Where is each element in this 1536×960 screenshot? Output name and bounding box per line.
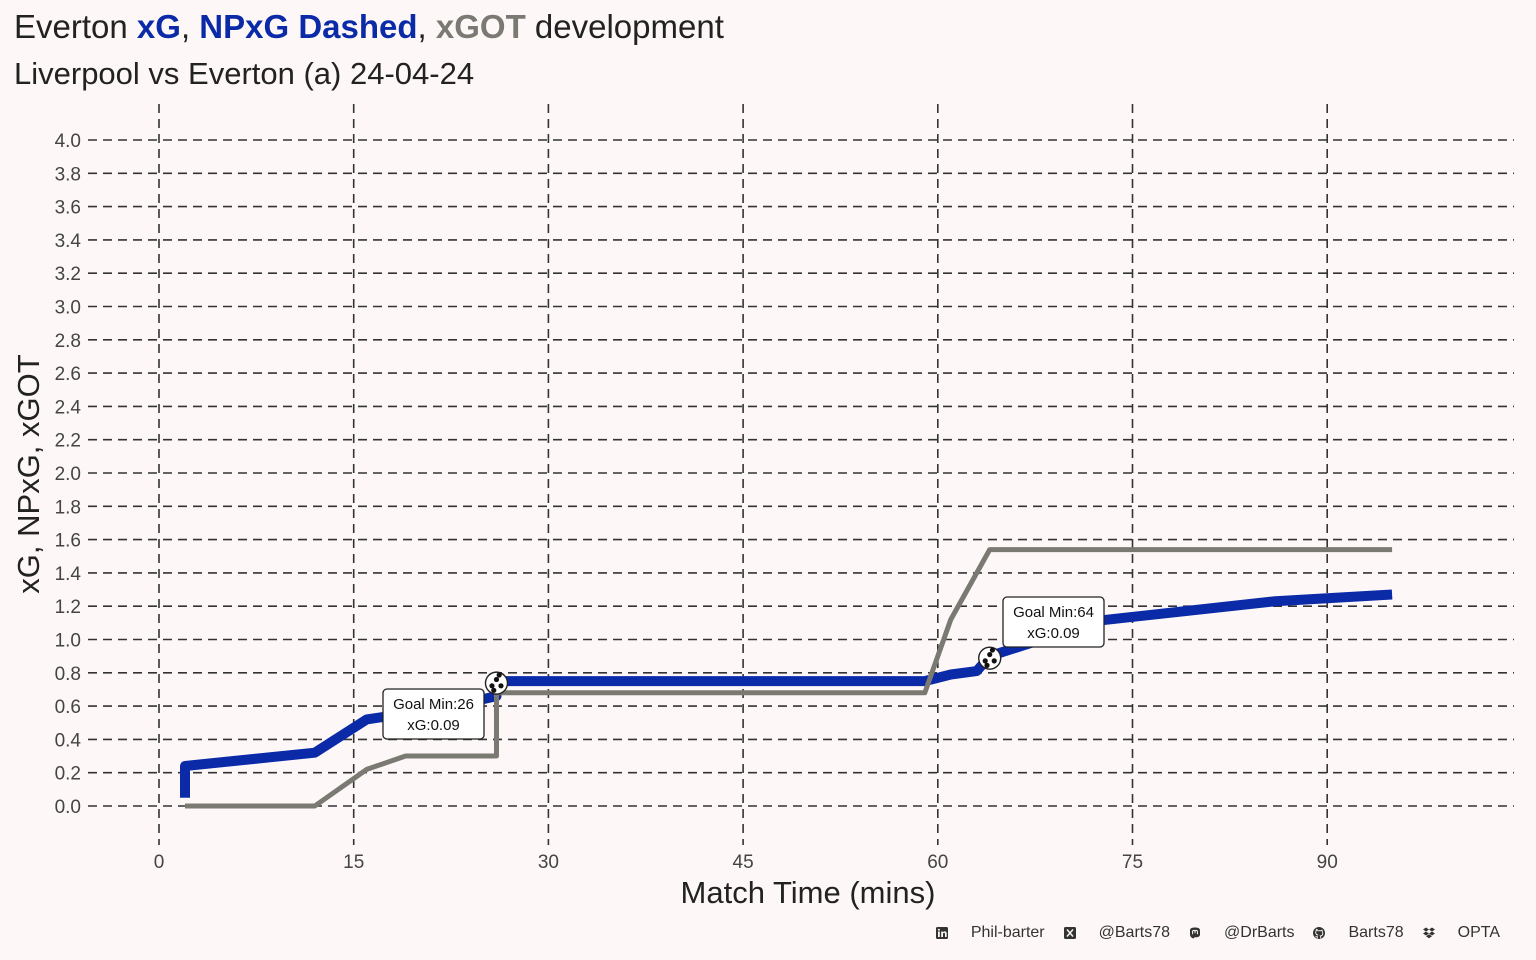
football-patch <box>498 683 504 689</box>
x-tick-label: 60 <box>927 852 948 873</box>
github-icon <box>1313 927 1326 939</box>
footer-opta-text: OPTA <box>1457 924 1500 941</box>
y-tick-label: 0.4 <box>55 730 82 751</box>
chart-subtitle: Liverpool vs Everton (a) 24-04-24 <box>14 56 475 91</box>
football-patch <box>496 672 502 678</box>
y-tick-label: 2.6 <box>55 364 81 385</box>
title-npxg: NPxG Dashed <box>199 8 418 45</box>
title-xgot: xGOT <box>435 8 526 45</box>
goal-annotation-line-2: xG:0.09 <box>1027 625 1080 642</box>
y-tick-label: 1.4 <box>55 564 82 585</box>
footer-mastodon-text: @DrBarts <box>1224 924 1295 941</box>
x-axis-label: Match Time (mins) <box>681 875 936 910</box>
footer-item-dropbox[interactable]: OPTA <box>1404 924 1500 942</box>
football-patch <box>493 676 500 683</box>
football-icon <box>484 671 509 695</box>
y-tick-label: 2.8 <box>55 331 81 352</box>
x-tick-label: 90 <box>1317 852 1338 873</box>
y-tick-label: 1.0 <box>55 631 81 652</box>
y-axis-label: xG, NPxG, xGOT <box>11 354 46 593</box>
y-tick-label: 1.8 <box>55 497 81 518</box>
y-tick-label: 3.0 <box>55 298 81 319</box>
title-suffix: development <box>525 8 724 45</box>
chart-title: Everton xG, NPxG Dashed, xGOT developmen… <box>14 8 724 46</box>
x-twitter-icon <box>1063 927 1076 939</box>
title-xg: xG <box>136 8 181 45</box>
footer-linkedin-text: Phil-barter <box>970 924 1045 941</box>
football-patch <box>989 647 996 653</box>
x-tick-label: 75 <box>1122 852 1143 873</box>
y-tick-label: 0.0 <box>55 797 81 818</box>
y-tick-label: 2.2 <box>55 431 81 452</box>
x-tick-label: 30 <box>538 852 559 873</box>
series-line-xgot <box>185 547 1393 809</box>
y-tick-label: 0.8 <box>55 664 81 685</box>
football-patch <box>987 651 993 658</box>
y-tick-label: 3.8 <box>55 164 81 185</box>
linkedin-icon <box>935 927 948 939</box>
footer-item-mastodon[interactable]: @DrBarts <box>1170 924 1294 942</box>
football-patch <box>982 658 988 664</box>
goal-annotation-line-2: xG:0.09 <box>407 717 460 734</box>
y-tick-label: 2.0 <box>55 464 81 485</box>
title-prefix: Everton <box>14 8 137 45</box>
x-tick-label: 45 <box>733 852 754 873</box>
footer-item-linkedin[interactable]: Phil-barter <box>917 924 1045 942</box>
goal-annotation-box <box>1002 596 1105 648</box>
dropbox-icon <box>1422 927 1435 939</box>
footer-credits: Phil-barter @Barts78 @DrBarts Barts78 OP… <box>917 924 1500 942</box>
football-patch <box>489 683 495 689</box>
y-tick-label: 0.2 <box>55 764 81 785</box>
title-sep-2: , <box>417 8 436 45</box>
y-tick-label: 1.6 <box>55 531 81 552</box>
goal-annotation-line-1: Goal Min:26 <box>393 696 474 713</box>
y-tick-label: 2.4 <box>55 397 82 418</box>
goal-annotation-line-1: Goal Min:64 <box>1013 604 1094 621</box>
football-patch <box>984 662 990 668</box>
footer-item-x[interactable]: @Barts78 <box>1045 924 1170 942</box>
football-patch <box>491 687 497 693</box>
football-patch <box>991 658 997 664</box>
y-tick-label: 0.6 <box>55 697 81 718</box>
mastodon-icon <box>1190 927 1201 939</box>
footer-github-text: Barts78 <box>1348 924 1404 941</box>
y-tick-label: 3.2 <box>55 264 81 285</box>
x-tick-label: 15 <box>343 852 364 873</box>
footer-item-github[interactable]: Barts78 <box>1294 924 1404 942</box>
y-tick-label: 4.0 <box>55 131 81 152</box>
y-tick-label: 1.2 <box>55 597 81 618</box>
football-icon <box>978 646 1002 670</box>
y-tick-label: 3.6 <box>55 198 81 219</box>
y-tick-label: 3.4 <box>55 231 82 252</box>
goal-annotation-box <box>382 688 485 740</box>
footer-x-text: @Barts78 <box>1098 924 1171 941</box>
title-sep-1: , <box>180 8 200 45</box>
x-tick-label: 0 <box>154 852 165 873</box>
